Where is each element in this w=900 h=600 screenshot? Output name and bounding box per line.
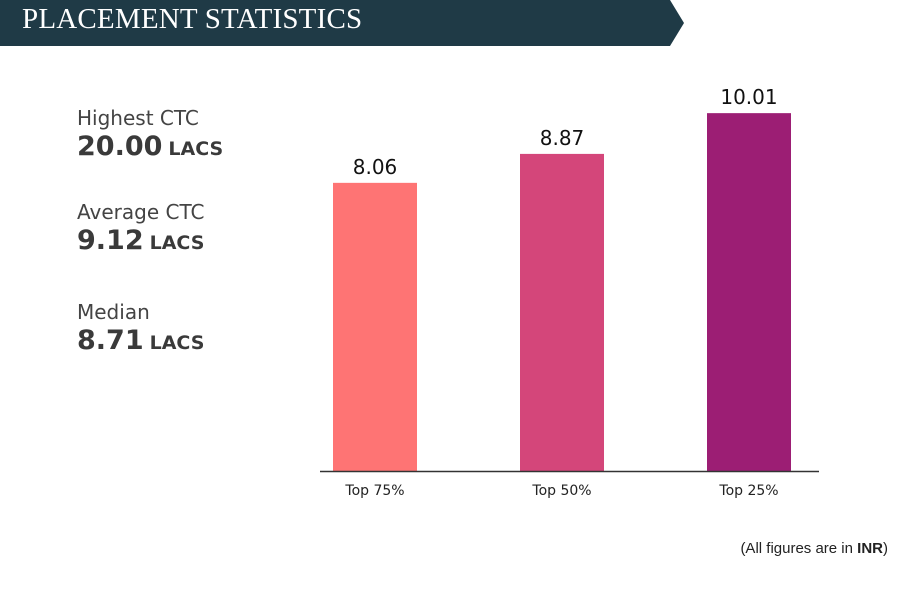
footnote-suffix: ) (883, 540, 888, 557)
bar-data-label: 8.06 (353, 155, 398, 179)
bar (333, 182, 417, 471)
stat-value: 8.71 (77, 325, 144, 356)
bar (520, 153, 604, 471)
footnote: (All figures are in INR) (740, 540, 888, 557)
stat-unit: LACS (149, 232, 205, 254)
stat-value-row: 8.71 LACS (77, 324, 204, 358)
stat-value-row: 9.12 LACS (77, 224, 204, 258)
category-label: Top 25% (718, 483, 778, 499)
bar-chart: 8.06 Top 75% 8.87 Top 50% 10.01 Top 25% (320, 85, 819, 499)
category-label: Top 75% (344, 483, 404, 499)
stat-label: Highest CTC (77, 106, 199, 130)
category-label: Top 50% (531, 483, 591, 499)
stat-unit: LACS (168, 138, 224, 160)
bar-data-label: 10.01 (720, 85, 777, 109)
page-title: PLACEMENT STATISTICS (22, 3, 363, 35)
footnote-currency: INR (857, 540, 883, 557)
bar-data-label: 8.87 (540, 126, 585, 150)
stat-value-row: 20.00 LACS (77, 130, 223, 164)
stat-median: Median 8.71 LACS (77, 300, 204, 358)
stat-average-ctc: Average CTC 9.12 LACS (77, 200, 204, 258)
stat-label: Median (77, 300, 150, 324)
stat-highest-ctc: Highest CTC 20.00 LACS (77, 106, 223, 164)
stat-value: 20.00 (77, 131, 163, 162)
bar (707, 113, 791, 471)
footnote-prefix: (All figures are in (740, 540, 858, 557)
header-banner-shape (0, 0, 684, 46)
header-banner: PLACEMENT STATISTICS (0, 0, 684, 46)
stat-value: 9.12 (77, 225, 144, 256)
stat-label: Average CTC (77, 200, 205, 224)
stat-unit: LACS (149, 332, 205, 354)
